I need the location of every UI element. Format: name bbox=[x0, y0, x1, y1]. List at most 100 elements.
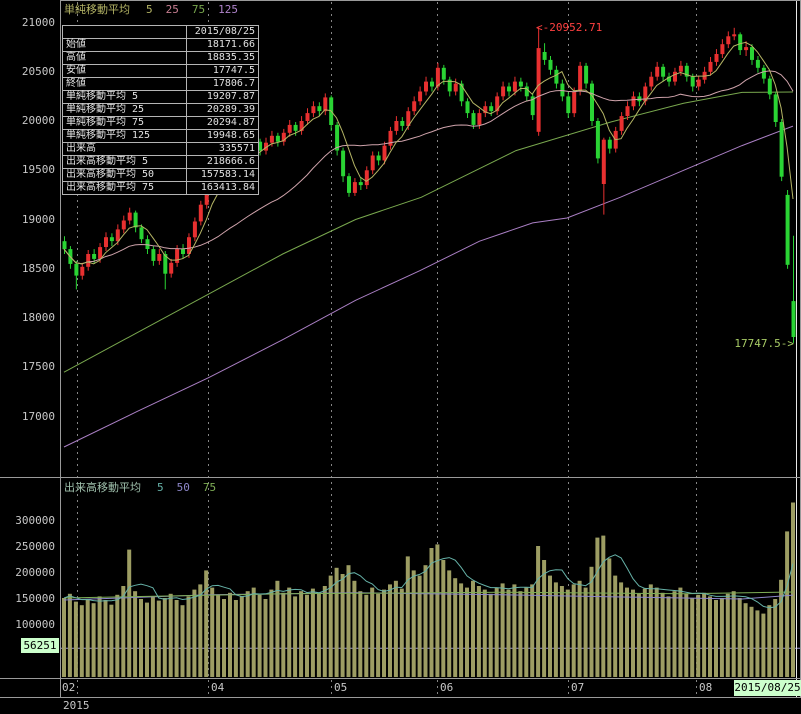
volume-bar bbox=[654, 587, 659, 677]
month-label: 04 bbox=[211, 681, 225, 694]
info-table-row-label: 出来高 bbox=[62, 142, 187, 156]
volume-bar bbox=[465, 587, 469, 677]
volume-bar bbox=[725, 593, 730, 677]
candle-body bbox=[382, 145, 387, 161]
info-table-row-value: 18835.35 bbox=[186, 51, 259, 65]
volume-bar bbox=[233, 600, 238, 677]
volume-bar bbox=[767, 605, 772, 677]
volume-bar bbox=[192, 589, 197, 677]
candle-body bbox=[115, 229, 120, 242]
candle-body bbox=[121, 220, 126, 230]
candle-body bbox=[175, 249, 180, 263]
volume-bar bbox=[678, 587, 683, 677]
info-table-row-label: 出来高移動平均 50 bbox=[62, 168, 187, 182]
volume-bar bbox=[376, 593, 381, 677]
candle-body bbox=[163, 254, 168, 274]
price-ma-legend-title: 単純移動平均 bbox=[64, 3, 130, 16]
candle-body bbox=[441, 67, 446, 80]
volume-bar bbox=[239, 596, 244, 677]
price-tick-label: 18000 bbox=[21, 311, 55, 324]
price-tick-label: 21000 bbox=[21, 16, 55, 29]
volume-bar bbox=[500, 583, 505, 677]
candle-body bbox=[151, 249, 156, 261]
volume-bar bbox=[648, 584, 653, 677]
volume-bar bbox=[548, 575, 552, 677]
volume-bar bbox=[162, 598, 167, 677]
info-table-row-value: 19948.65 bbox=[186, 129, 259, 143]
candle-body bbox=[388, 130, 393, 146]
candle-body bbox=[347, 176, 351, 193]
info-table-row-value: 17747.5 bbox=[186, 64, 259, 78]
volume-ma5-line bbox=[63, 554, 794, 609]
candle-body bbox=[317, 106, 322, 112]
volume-bar bbox=[168, 593, 173, 677]
volume-bar bbox=[257, 594, 262, 677]
candle-body bbox=[293, 124, 298, 131]
volume-bar bbox=[228, 592, 232, 677]
candle-body bbox=[157, 254, 162, 261]
high-price-annotation: <-20952.71 bbox=[536, 21, 603, 34]
volume-bar bbox=[364, 594, 369, 677]
volume-bar bbox=[524, 587, 529, 677]
volume-bar bbox=[785, 531, 790, 677]
volume-bar bbox=[453, 578, 458, 677]
candle-body bbox=[62, 241, 67, 250]
candle-body bbox=[655, 66, 660, 77]
volume-bar bbox=[79, 605, 84, 677]
candle-body bbox=[708, 61, 713, 72]
candle-body bbox=[98, 247, 103, 259]
legend-item-5: 5 bbox=[157, 480, 164, 494]
volume-bar bbox=[156, 600, 161, 677]
volume-bar bbox=[251, 587, 256, 677]
candle-body bbox=[779, 122, 784, 177]
info-table: 2015/08/25 始値 18171.66 高値 18835.35 安値 17747.5 終… bbox=[62, 25, 259, 195]
candle-body bbox=[198, 204, 203, 222]
candle-body bbox=[637, 96, 642, 102]
price-tick-label: 20000 bbox=[21, 114, 55, 127]
volume-bar bbox=[405, 556, 410, 677]
volume-bar bbox=[577, 580, 582, 677]
info-table-row-value: 17806.7 bbox=[186, 77, 259, 91]
volume-bar bbox=[636, 593, 641, 677]
candle-body bbox=[649, 76, 654, 87]
volume-bar bbox=[352, 580, 357, 677]
candle-body bbox=[465, 101, 470, 114]
volume-bar bbox=[595, 537, 600, 677]
volume-bar bbox=[749, 606, 754, 677]
candle-body bbox=[370, 155, 375, 171]
info-table-row-label: 単純移動平均 5 bbox=[62, 90, 187, 104]
candle-body bbox=[548, 59, 553, 70]
volume-bar bbox=[559, 586, 564, 677]
volume-bar bbox=[435, 544, 440, 677]
volume-bar bbox=[666, 596, 671, 677]
volume-bar bbox=[429, 548, 434, 677]
volume-tick-label: 250000 bbox=[15, 540, 55, 553]
candle-body bbox=[714, 54, 719, 62]
info-table-row-value: 18171.66 bbox=[186, 38, 259, 52]
candle-body bbox=[145, 239, 150, 249]
info-table-row-label: 始値 bbox=[62, 38, 187, 52]
candle-body bbox=[643, 86, 648, 102]
volume-bar bbox=[67, 593, 72, 677]
volume-bar bbox=[506, 589, 511, 677]
candle-body bbox=[696, 79, 701, 87]
volume-marker-label: 56251 bbox=[21, 638, 59, 653]
volume-bar bbox=[245, 591, 250, 677]
volume-bar bbox=[613, 575, 618, 677]
info-table-row-value: 335571 bbox=[186, 142, 259, 156]
volume-bar bbox=[109, 604, 114, 677]
candle-body bbox=[400, 121, 405, 126]
month-label: 06 bbox=[440, 681, 454, 694]
candle-body bbox=[406, 111, 411, 126]
volume-bar bbox=[340, 574, 345, 677]
candle-body bbox=[507, 86, 511, 92]
candle-body bbox=[435, 67, 440, 87]
candle-body bbox=[109, 237, 114, 242]
volume-bar bbox=[198, 584, 203, 677]
info-table-row-value: 218666.6 bbox=[186, 155, 259, 169]
volume-ma75-line bbox=[63, 591, 794, 599]
candle-body bbox=[258, 141, 263, 151]
volume-bar bbox=[773, 599, 778, 677]
candle-body bbox=[364, 170, 369, 186]
